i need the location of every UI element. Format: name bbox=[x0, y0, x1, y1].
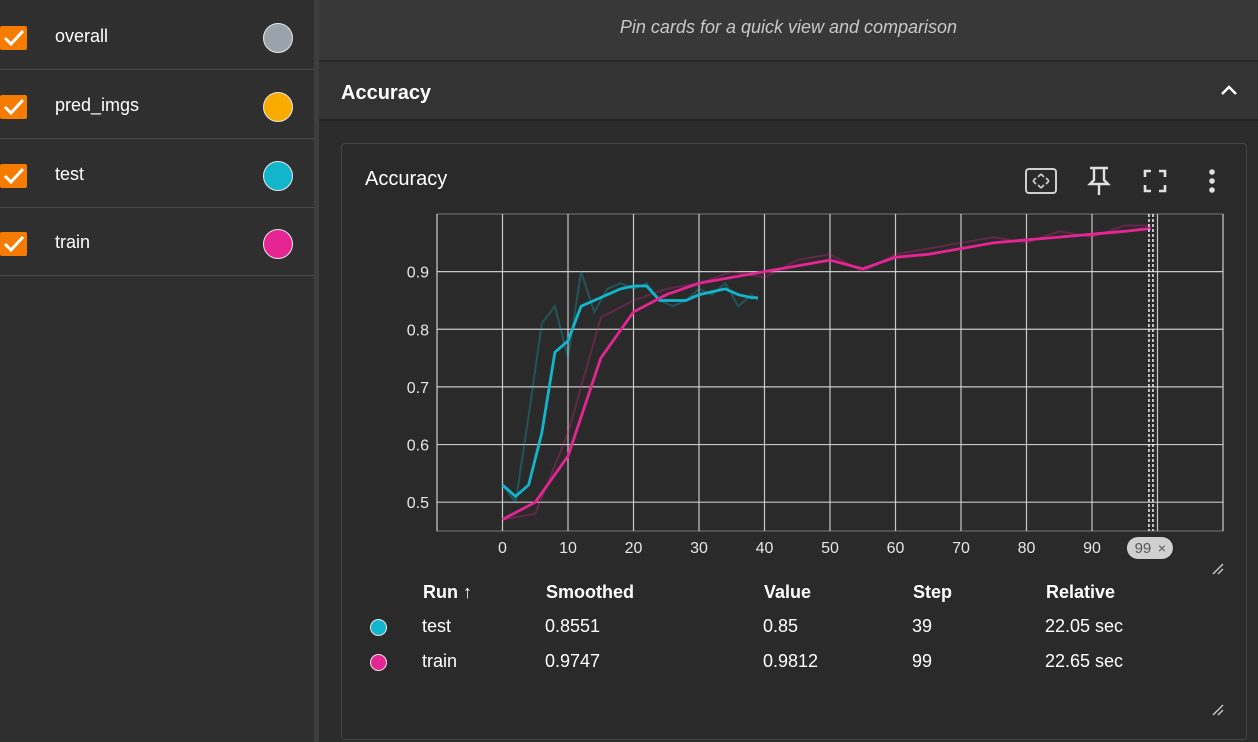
run-name: pred_imgs bbox=[55, 95, 140, 115]
run-row-test[interactable]: test bbox=[0, 140, 314, 208]
table-resize-handle[interactable] bbox=[1212, 704, 1224, 716]
more-vert-icon[interactable] bbox=[1195, 164, 1229, 198]
run-name: train bbox=[55, 232, 91, 252]
run-name: test bbox=[55, 164, 85, 184]
run-row-overall[interactable]: overall bbox=[0, 2, 314, 70]
row-color-swatch bbox=[370, 619, 387, 636]
x-tick-label: 50 bbox=[821, 540, 839, 557]
y-tick-label: 0.9 bbox=[407, 265, 429, 282]
cursor-step-label: 99 bbox=[1135, 540, 1152, 557]
group-title: Accuracy bbox=[341, 82, 432, 104]
y-tick-label: 0.5 bbox=[407, 495, 429, 512]
series-smoothed-line-train bbox=[501, 227, 1152, 521]
chevron-up-icon[interactable] bbox=[1218, 80, 1240, 102]
y-tick-label: 0.6 bbox=[407, 438, 429, 455]
col-header-value[interactable]: Value bbox=[764, 582, 812, 602]
cell-run: train bbox=[422, 651, 458, 671]
run-checkbox[interactable] bbox=[0, 164, 27, 188]
fit-domain-icon[interactable] bbox=[1024, 164, 1058, 198]
cell-run: test bbox=[422, 616, 452, 636]
pin-banner-text: Pin cards for a quick view and compariso… bbox=[619, 17, 958, 37]
cell-value: 0.9812 bbox=[763, 651, 819, 671]
series-smoothed-line-test bbox=[501, 284, 758, 499]
col-header-step[interactable]: Step bbox=[913, 582, 953, 602]
fullscreen-icon[interactable] bbox=[1138, 164, 1172, 198]
run-color-swatch[interactable] bbox=[263, 92, 293, 122]
scalar-card: Accuracy 0.5 0.6 0.7 0.8 0.9 0 10 20 30 40 50 60 70 8… bbox=[341, 143, 1247, 740]
x-tick-label: 60 bbox=[887, 540, 905, 557]
y-tick-label: 0.7 bbox=[407, 380, 429, 397]
x-tick-label: 90 bbox=[1083, 540, 1101, 557]
close-icon: × bbox=[1158, 540, 1166, 556]
y-tick-label: 0.8 bbox=[407, 322, 429, 339]
run-checkbox[interactable] bbox=[0, 232, 27, 256]
series-raw-line-train bbox=[502, 224, 1151, 521]
run-color-swatch[interactable] bbox=[263, 23, 293, 53]
x-tick-label: 30 bbox=[690, 540, 708, 557]
x-tick-label: 20 bbox=[625, 540, 643, 557]
cursor-step-badge bbox=[1126, 537, 1173, 559]
x-tick-label: 40 bbox=[756, 540, 774, 557]
run-name: overall bbox=[55, 26, 109, 46]
sidebar-resize-handle[interactable] bbox=[314, 0, 319, 742]
col-header-relative[interactable]: Relative bbox=[1046, 582, 1116, 602]
card-title: Accuracy bbox=[365, 168, 448, 190]
run-checkbox[interactable] bbox=[0, 95, 27, 119]
cell-relative: 22.05 sec bbox=[1045, 616, 1124, 636]
cell-smoothed: 0.8551 bbox=[545, 616, 601, 636]
row-color-swatch bbox=[370, 654, 387, 671]
x-tick-label: 0 bbox=[498, 540, 507, 557]
pinned-cards-banner: Pin cards for a quick view and compariso… bbox=[319, 0, 1258, 61]
x-tick-label: 10 bbox=[559, 540, 577, 557]
run-color-swatch[interactable] bbox=[263, 161, 293, 191]
col-header-run[interactable]: Run ↑ bbox=[423, 582, 472, 602]
cell-step: 99 bbox=[912, 651, 933, 671]
x-tick-label: 70 bbox=[952, 540, 970, 557]
col-header-smoothed[interactable]: Smoothed bbox=[546, 582, 634, 602]
run-color-swatch[interactable] bbox=[263, 229, 293, 259]
run-row-train[interactable]: train bbox=[0, 208, 314, 276]
x-tick-label: 80 bbox=[1018, 540, 1036, 557]
cell-value: 0.85 bbox=[763, 616, 799, 636]
chart-resize-handle[interactable] bbox=[1212, 563, 1224, 575]
accuracy-chart[interactable]: 0.5 0.6 0.7 0.8 0.9 0 10 20 30 40 50 60 70 80 90 99 × bbox=[342, 144, 1248, 584]
card-group-header[interactable]: Accuracy bbox=[319, 62, 1258, 121]
cell-smoothed: 0.9747 bbox=[545, 651, 601, 671]
cell-step: 39 bbox=[912, 616, 933, 636]
pin-icon[interactable] bbox=[1082, 164, 1116, 198]
run-checkbox[interactable] bbox=[0, 26, 27, 50]
runs-sidebar: overall pred_imgs test train bbox=[0, 0, 314, 742]
run-row-pred-imgs[interactable]: pred_imgs bbox=[0, 71, 314, 139]
cell-relative: 22.65 sec bbox=[1045, 651, 1124, 671]
series-raw-line-test bbox=[501, 271, 759, 505]
